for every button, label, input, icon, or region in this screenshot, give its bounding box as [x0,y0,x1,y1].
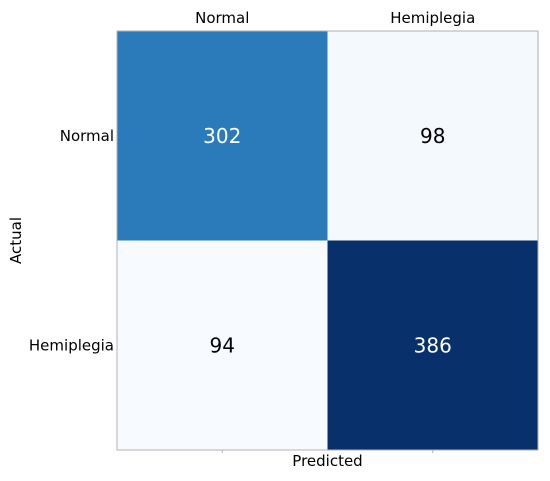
heatmap-cells [117,31,538,450]
y-tick-labels: Normal Hemiplegia [29,127,114,355]
y-tick-label-normal: Normal [60,127,114,145]
x-tick-label-hemiplegia: Hemiplegia [390,9,475,27]
cell-normal-hemiplegia [327,31,538,241]
cell-normal-normal [117,31,328,241]
x-bottom-tick-marks [221,450,434,453]
x-tick-labels: Normal Hemiplegia [195,9,475,27]
x-axis-label: Predicted [292,452,362,470]
cell-value-hemiplegia-hemiplegia: 386 [414,333,452,357]
cell-value-labels: 302 98 94 386 [203,124,452,358]
plot-frame [116,30,539,451]
cell-hemiplegia-hemiplegia [327,240,538,450]
x-tick-label-normal: Normal [195,9,249,27]
cell-value-normal-hemiplegia: 98 [420,124,445,148]
y-axis-label: Actual [7,217,25,264]
cell-value-hemiplegia-normal: 94 [210,333,235,357]
y-tick-label-hemiplegia: Hemiplegia [29,336,114,354]
cell-hemiplegia-normal [117,240,328,450]
cell-value-normal-normal: 302 [203,124,241,148]
